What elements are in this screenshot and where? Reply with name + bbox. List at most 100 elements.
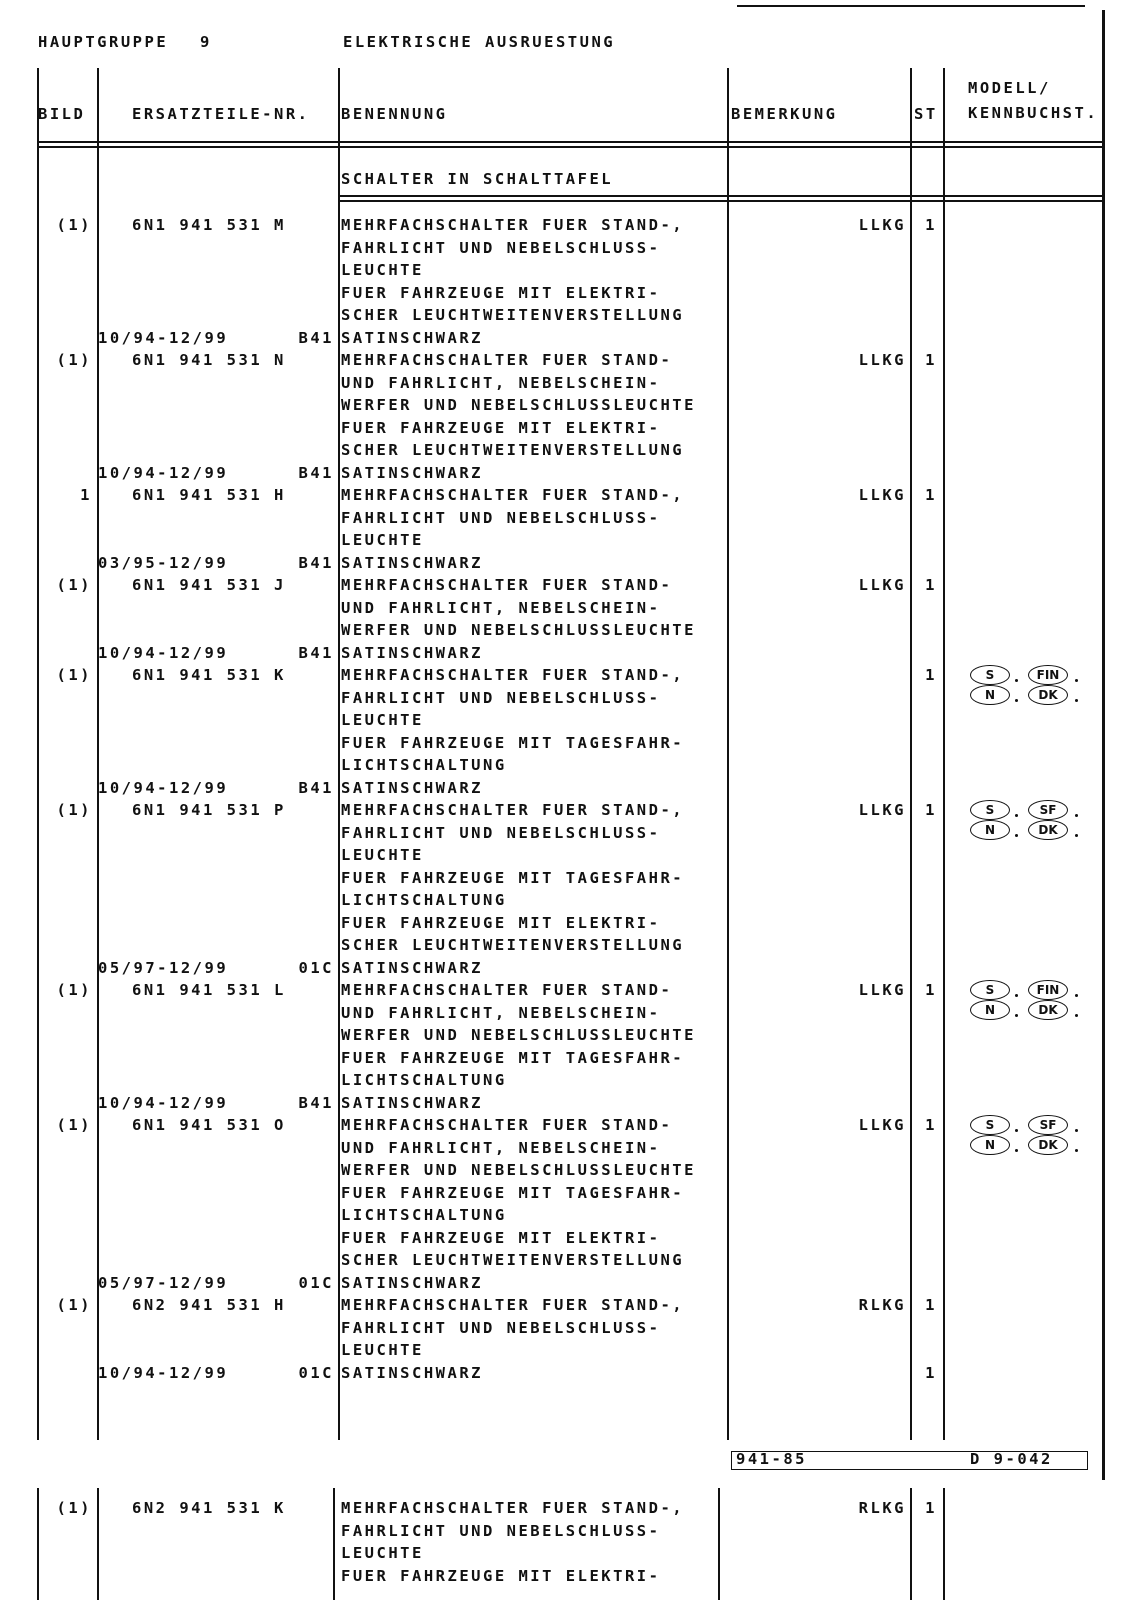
description: LEUCHTE: [341, 261, 424, 279]
separator: [1075, 679, 1078, 682]
bild: (1): [56, 1499, 92, 1517]
description: MEHRFACHSCHALTER FUER STAND-: [341, 1116, 673, 1134]
rule: [1102, 10, 1105, 1480]
description: FAHRLICHT UND NEBELSCHLUSS-: [341, 1318, 661, 1337]
remark: LLKG: [858, 801, 906, 819]
rule: [910, 1488, 912, 1600]
remark: LLKG: [858, 981, 906, 999]
description: LICHTSCHALTUNG: [341, 756, 507, 774]
separator: [1015, 1149, 1018, 1152]
rule: [37, 146, 1102, 148]
rule: [333, 1488, 335, 1600]
remark: LLKG: [858, 351, 906, 369]
model-code: S: [970, 665, 1010, 685]
group-title: ELEKTRISCHE AUSRUESTUNG: [343, 33, 616, 51]
quantity: 1: [925, 351, 937, 369]
bild: (1): [56, 981, 92, 999]
quantity: 1: [925, 1363, 937, 1382]
description: WERFER UND NEBELSCHLUSSLEUCHTE: [341, 396, 696, 414]
model-code: N: [970, 820, 1010, 840]
description: WERFER UND NEBELSCHLUSSLEUCHTE: [341, 621, 696, 639]
part-number: 6N1 941 531 P: [132, 801, 286, 819]
model-code: S: [970, 800, 1010, 820]
description: LEUCHTE: [341, 1341, 424, 1359]
description: LICHTSCHALTUNG: [341, 891, 507, 909]
quantity: 1: [925, 1499, 937, 1517]
description: WERFER UND NEBELSCHLUSSLEUCHTE: [341, 1026, 696, 1044]
validity-dates: 10/94-12/99: [98, 1363, 229, 1382]
description: UND FAHRLICHT, NEBELSCHEIN-: [341, 373, 661, 392]
rule: [737, 5, 1085, 7]
remark: LLKG: [858, 216, 906, 234]
description: MEHRFACHSCHALTER FUER STAND-: [341, 351, 673, 369]
separator: [1015, 994, 1018, 997]
rule: [37, 1488, 39, 1600]
bild: (1): [56, 1296, 92, 1314]
separator: [1075, 834, 1078, 837]
col-model: MODELL/: [968, 79, 1051, 97]
part-number: 6N2 941 531 K: [132, 1499, 286, 1517]
part-number: 6N1 941 531 L: [132, 981, 286, 999]
rule: [943, 68, 945, 1440]
description: SCHER LEUCHTWEITENVERSTELLUNG: [341, 306, 685, 324]
description: FUER FAHRZEUGE MIT ELEKTRI-: [341, 418, 661, 437]
validity-dates: 10/94-12/99: [98, 463, 229, 482]
validity-code: B41: [298, 463, 334, 482]
rule: [910, 68, 912, 1440]
remark: LLKG: [858, 576, 906, 594]
validity-text: SATINSCHWARZ: [341, 1363, 483, 1382]
separator: [1015, 699, 1018, 702]
separator: [1075, 1149, 1078, 1152]
quantity: 1: [925, 981, 937, 999]
description: FUER FAHRZEUGE MIT ELEKTRI-: [341, 283, 661, 302]
separator: [1015, 1014, 1018, 1017]
validity-code: B41: [298, 1093, 334, 1112]
bild: 1: [80, 486, 92, 504]
description: SCHER LEUCHTWEITENVERSTELLUNG: [341, 936, 685, 954]
footer-right: D 9-042: [970, 1450, 1053, 1468]
description: LEUCHTE: [341, 1544, 424, 1562]
remark: RLKG: [858, 1296, 906, 1314]
rule: [943, 1488, 945, 1600]
rule: [338, 68, 340, 1440]
separator: [1075, 1129, 1078, 1132]
bild: (1): [56, 216, 92, 234]
part-number: 6N1 941 531 N: [132, 351, 286, 369]
remark: LLKG: [858, 486, 906, 504]
description: UND FAHRLICHT, NEBELSCHEIN-: [341, 1138, 661, 1157]
bild: (1): [56, 351, 92, 369]
validity-code: B41: [298, 778, 334, 797]
validity-text: SATINSCHWARZ: [341, 1273, 483, 1292]
model-code: FIN: [1028, 665, 1068, 685]
separator: [1015, 679, 1018, 682]
description: SCHER LEUCHTWEITENVERSTELLUNG: [341, 441, 685, 459]
validity-text: SATINSCHWARZ: [341, 643, 483, 662]
description: FAHRLICHT UND NEBELSCHLUSS-: [341, 688, 661, 707]
col-qty: ST: [914, 105, 938, 123]
description: FAHRLICHT UND NEBELSCHLUSS-: [341, 508, 661, 527]
description: LEUCHTE: [341, 531, 424, 549]
description: FUER FAHRZEUGE MIT ELEKTRI-: [341, 913, 661, 932]
validity-dates: 03/95-12/99: [98, 553, 229, 572]
quantity: 1: [925, 666, 937, 684]
description: MEHRFACHSCHALTER FUER STAND-,: [341, 666, 685, 684]
description: MEHRFACHSCHALTER FUER STAND-,: [341, 1499, 685, 1517]
description: LICHTSCHALTUNG: [341, 1206, 507, 1224]
col-remark: BEMERKUNG: [731, 105, 838, 123]
rule: [97, 68, 99, 1440]
remark: LLKG: [858, 1116, 906, 1134]
description: LICHTSCHALTUNG: [341, 1071, 507, 1089]
rule: [718, 1488, 720, 1600]
validity-code: B41: [298, 328, 334, 347]
description: FUER FAHRZEUGE MIT TAGESFAHR-: [341, 1048, 685, 1067]
col-model: KENNBUCHST.: [968, 104, 1099, 122]
model-code: FIN: [1028, 980, 1068, 1000]
bild: (1): [56, 1116, 92, 1134]
quantity: 1: [925, 216, 937, 234]
description: FAHRLICHT UND NEBELSCHLUSS-: [341, 238, 661, 257]
col-bild: BILD: [38, 105, 86, 123]
description: LEUCHTE: [341, 711, 424, 729]
section-title: SCHALTER IN SCHALTTAFEL: [341, 170, 614, 188]
model-code: N: [970, 685, 1010, 705]
